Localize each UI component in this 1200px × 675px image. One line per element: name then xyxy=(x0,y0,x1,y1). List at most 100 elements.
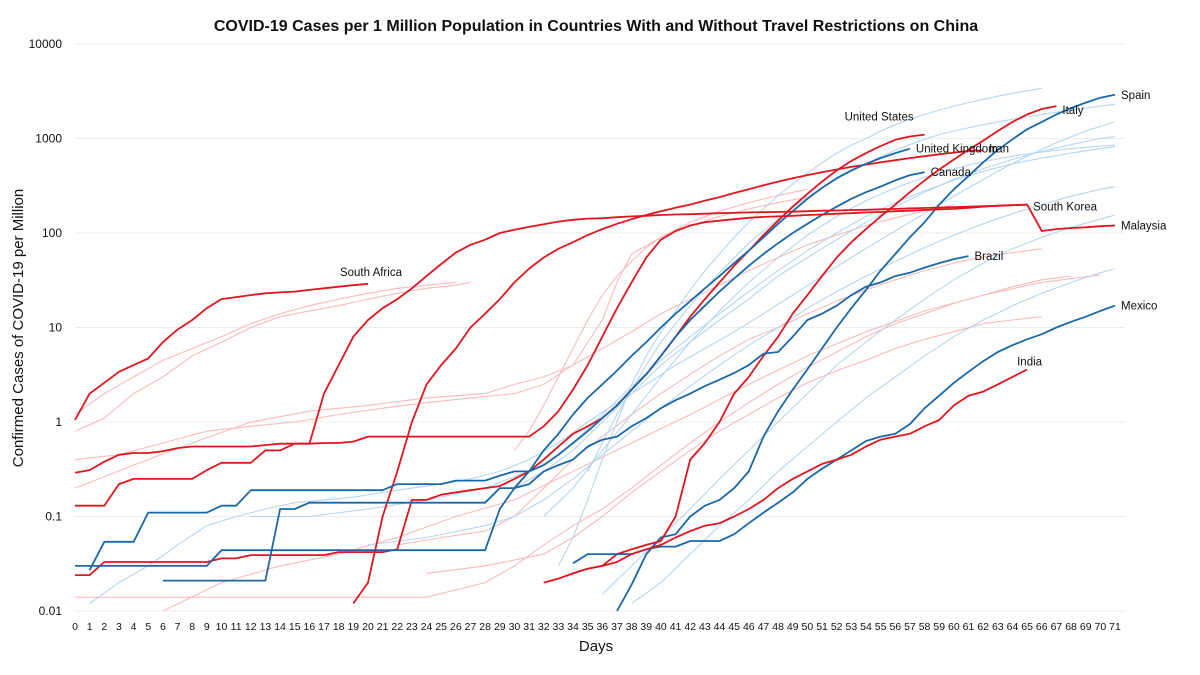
x-tick-label: 26 xyxy=(450,621,462,633)
series-line-india xyxy=(572,368,1028,575)
series-line-iran xyxy=(352,149,984,605)
series-line-comparison xyxy=(631,268,1116,604)
x-tick-label: 38 xyxy=(626,621,638,633)
y-tick-label: 1000 xyxy=(35,132,62,146)
series-label-south-korea: South Korea xyxy=(1033,202,1098,214)
series-line-spain xyxy=(616,93,1116,612)
x-tick-label: 3 xyxy=(116,621,122,633)
x-tick-label: 66 xyxy=(1036,621,1048,633)
x-tick-label: 5 xyxy=(145,621,151,633)
x-tick-label: 9 xyxy=(204,621,210,633)
x-tick-label: 41 xyxy=(670,621,682,633)
x-tick-label: 23 xyxy=(406,621,418,633)
x-tick-label: 68 xyxy=(1065,621,1077,633)
x-tick-label: 58 xyxy=(919,621,931,633)
x-tick-label: 14 xyxy=(274,621,286,633)
x-tick-label: 21 xyxy=(377,621,389,633)
series-line-comparison xyxy=(426,316,1042,574)
series-line-comparison xyxy=(75,275,1072,598)
x-tick-label: 64 xyxy=(1007,621,1019,633)
x-tick-label: 62 xyxy=(977,621,989,633)
chart-title: COVID-19 Cases per 1 Million Population … xyxy=(214,18,978,35)
x-tick-label: 50 xyxy=(802,621,814,633)
series-line-comparison xyxy=(74,196,808,461)
series-line-italy xyxy=(543,105,1057,584)
x-tick-label: 70 xyxy=(1095,621,1107,633)
x-tick-label: 33 xyxy=(553,621,565,633)
x-tick-label: 63 xyxy=(992,621,1004,633)
x-tick-label: 67 xyxy=(1051,621,1063,633)
series-line-south-africa xyxy=(74,282,369,421)
y-axis-ticks: 0.01 0.1 1 10 100 1000 10000 xyxy=(29,37,63,618)
y-tick-label: 100 xyxy=(42,226,62,240)
series-line-comparison xyxy=(513,188,808,451)
x-tick-label: 8 xyxy=(189,621,195,633)
x-tick-label: 32 xyxy=(538,621,550,633)
series-line-comparison xyxy=(601,214,1116,595)
x-tick-label: 43 xyxy=(699,621,711,633)
series-label-canada: Canada xyxy=(931,167,972,179)
x-tick-label: 46 xyxy=(743,621,755,633)
series-line-canada xyxy=(88,171,925,571)
series-label-mexico: Mexico xyxy=(1121,301,1157,313)
series-line-comparison xyxy=(74,204,955,489)
x-tick-label: 69 xyxy=(1080,621,1092,633)
y-tick-label: 10 xyxy=(49,321,63,335)
series-label-brazil: Brazil xyxy=(975,251,1004,263)
series-label-united-states: United States xyxy=(845,112,914,124)
x-tick-label: 35 xyxy=(582,621,594,633)
y-tick-label: 10000 xyxy=(29,37,63,51)
x-tick-label: 36 xyxy=(596,621,608,633)
x-tick-label: 71 xyxy=(1109,621,1121,633)
x-tick-label: 54 xyxy=(860,621,872,633)
x-tick-label: 13 xyxy=(260,621,272,633)
series-line-brazil xyxy=(162,255,969,582)
x-tick-label: 11 xyxy=(231,621,242,633)
y-tick-label: 0.1 xyxy=(45,510,62,524)
x-tick-label: 42 xyxy=(684,621,696,633)
series-label-spain: Spain xyxy=(1121,90,1150,102)
series-line-comparison xyxy=(543,144,1116,517)
x-tick-label: 16 xyxy=(304,621,316,633)
x-tick-label: 60 xyxy=(948,621,960,633)
x-tick-label: 19 xyxy=(347,621,359,633)
series-line-comparison xyxy=(514,135,1116,489)
series-line-comparison xyxy=(74,281,471,432)
x-tick-label: 51 xyxy=(816,621,828,633)
series-label-india: India xyxy=(1017,356,1043,368)
x-tick-label: 49 xyxy=(787,621,799,633)
series-line-comparison xyxy=(397,248,1042,546)
series-line-comparison xyxy=(367,186,1116,546)
series-line-south-korea xyxy=(74,203,1028,474)
x-tick-label: 17 xyxy=(318,621,330,633)
x-tick-label: 22 xyxy=(391,621,403,633)
x-tick-label: 65 xyxy=(1021,621,1033,633)
x-tick-label: 37 xyxy=(611,621,623,633)
series-label-south-africa: South Africa xyxy=(340,267,403,279)
x-tick-label: 59 xyxy=(933,621,945,633)
x-tick-label: 20 xyxy=(362,621,374,633)
x-tick-label: 4 xyxy=(131,621,137,633)
x-tick-label: 18 xyxy=(333,621,345,633)
x-tick-label: 52 xyxy=(831,621,843,633)
series-line-comparison xyxy=(557,87,1042,567)
x-tick-label: 24 xyxy=(421,621,433,633)
series-line-comparison xyxy=(74,281,456,415)
background-series xyxy=(74,87,1116,612)
x-axis-label: Days xyxy=(579,638,613,655)
x-tick-label: 25 xyxy=(435,621,447,633)
series-line-comparison xyxy=(250,146,1116,518)
x-tick-label: 10 xyxy=(216,621,228,633)
x-tick-label: 31 xyxy=(523,621,535,633)
y-tick-label: 1 xyxy=(55,415,62,429)
series-line-comparison xyxy=(162,274,1101,612)
series-line-malaysia xyxy=(75,203,1116,507)
x-tick-label: 61 xyxy=(963,621,975,633)
x-tick-label: 12 xyxy=(245,621,257,633)
x-tick-label: 40 xyxy=(655,621,667,633)
x-tick-label: 57 xyxy=(904,621,916,633)
x-tick-label: 53 xyxy=(845,621,857,633)
series-line-mexico xyxy=(572,304,1116,565)
x-tick-label: 48 xyxy=(772,621,784,633)
series-label-malaysia: Malaysia xyxy=(1121,221,1167,233)
